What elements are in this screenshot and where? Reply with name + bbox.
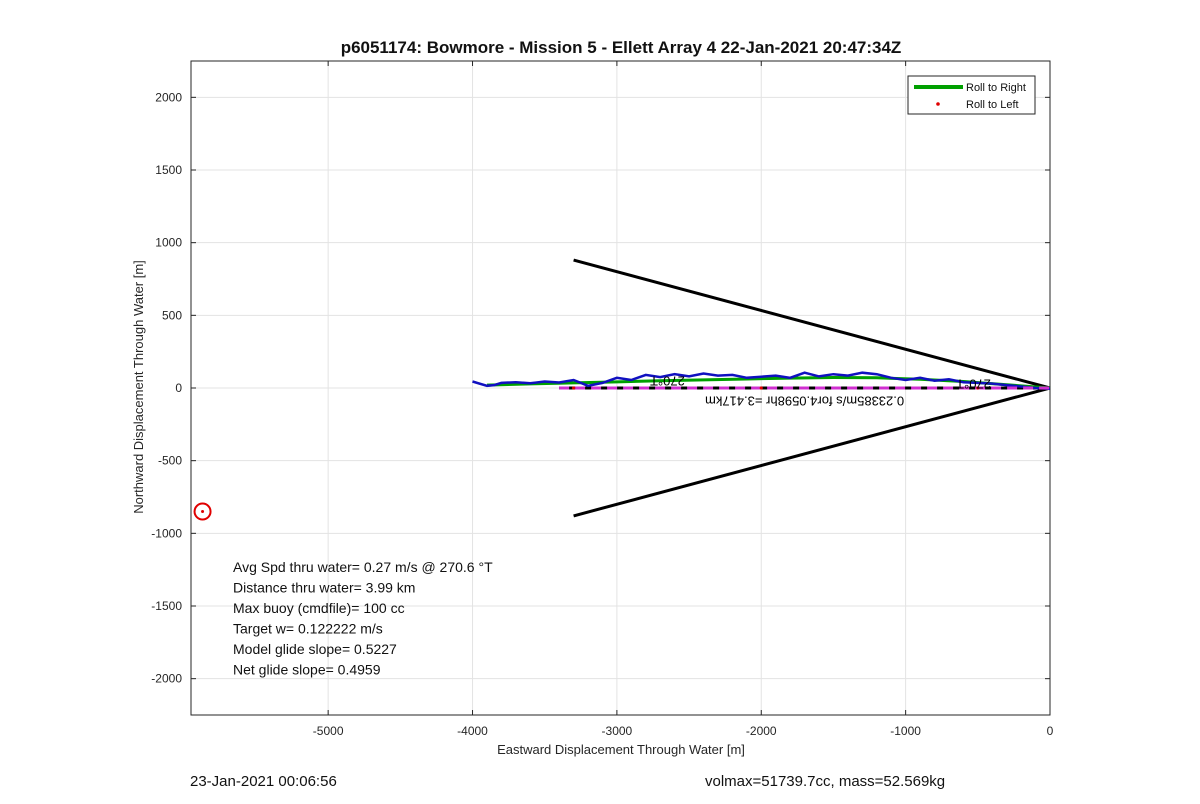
stats-line: Net glide slope= 0.4959	[233, 662, 381, 678]
x-tick-label: -2000	[746, 724, 777, 738]
axis-ticks: -5000 -4000 -3000 -2000 -1000 020001500100050…	[151, 61, 1054, 738]
x-tick-label: -5000	[313, 724, 344, 738]
fan-line	[573, 258, 1051, 390]
stats-text: Avg Spd thru water= 0.27 m/s @ 270.6 °T D…	[233, 559, 493, 678]
y-tick-label: -1000	[151, 526, 182, 540]
x-tick-label: -4000	[457, 724, 488, 738]
y-tick-label: 1000	[155, 236, 182, 250]
x-axis-label: Eastward Displacement Through Water [m]	[497, 742, 745, 757]
annotation-label: 270°T	[650, 373, 685, 388]
y-tick-label: 2000	[155, 90, 182, 104]
legend-swatch-dot	[936, 102, 940, 106]
footer-vehicle-info: volmax=51739.7cc, mass=52.569kg	[705, 773, 946, 790]
stats-line: Max buoy (cmdfile)= 100 cc	[233, 600, 405, 616]
fan-line	[573, 386, 1051, 518]
legend-label: Roll to Left	[966, 99, 1019, 111]
series-roll-to-left-point	[759, 386, 763, 390]
chart-annotations: 270°T 270°T 0.23385m/s for4.0598hr =3.417k…	[650, 373, 991, 408]
y-tick-label: 1500	[155, 163, 182, 177]
annotation-label: 270°T	[956, 376, 991, 391]
y-tick-label: 0	[175, 381, 182, 395]
legend-label: Roll to Right	[966, 82, 1026, 94]
series-track	[472, 371, 1051, 390]
chart-marks	[193, 258, 1051, 521]
marker-center	[201, 510, 205, 514]
y-tick-label: -2000	[151, 672, 182, 686]
stats-line: Model glide slope= 0.5227	[233, 641, 397, 657]
legend: Roll to Right Roll to Left	[907, 75, 1036, 115]
y-tick-label: -500	[158, 454, 182, 468]
y-axis-label: Northward Displacement Through Water [m]	[131, 260, 146, 514]
chart-title: p6051174: Bowmore - Mission 5 - Ellett A…	[341, 38, 902, 57]
annotation-label: 0.23385m/s for4.0598hr =3.417km	[705, 394, 904, 409]
x-tick-label: 0	[1047, 724, 1054, 738]
y-tick-label: 500	[162, 308, 182, 322]
legend-box	[907, 75, 1036, 115]
stats-line: Avg Spd thru water= 0.27 m/s @ 270.6 °T	[233, 559, 493, 575]
x-tick-label: -3000	[602, 724, 633, 738]
y-tick-label: -1500	[151, 599, 182, 613]
marker-circle	[193, 502, 212, 521]
series-roll-to-left-point	[571, 386, 576, 390]
x-tick-label: -1000	[890, 724, 921, 738]
stats-line: Target w= 0.122222 m/s	[233, 621, 383, 637]
stats-line: Distance thru water= 3.99 km	[233, 580, 415, 596]
series-roll-to-left-point	[976, 386, 980, 390]
footer-timestamp: 23-Jan-2021 00:06:56	[190, 773, 337, 790]
